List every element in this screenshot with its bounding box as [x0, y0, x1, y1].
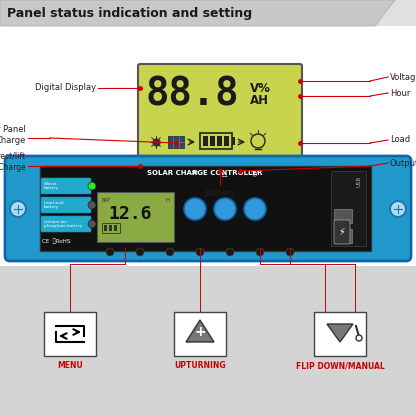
Circle shape — [88, 220, 96, 228]
Circle shape — [106, 248, 114, 256]
FancyBboxPatch shape — [232, 137, 235, 145]
FancyBboxPatch shape — [334, 209, 352, 223]
FancyBboxPatch shape — [174, 312, 226, 356]
Text: Silicon
battery: Silicon battery — [44, 182, 59, 190]
Text: △: △ — [222, 171, 228, 177]
FancyBboxPatch shape — [203, 136, 208, 146]
Text: Solar Panel
Charge: Solar Panel Charge — [0, 125, 26, 145]
Text: SOLAR CHARGE CONTROLLER: SOLAR CHARGE CONTROLLER — [147, 170, 263, 176]
Text: Panel status indication and setting: Panel status indication and setting — [7, 7, 252, 20]
Text: H: H — [165, 198, 169, 203]
Circle shape — [88, 182, 96, 190]
FancyBboxPatch shape — [334, 229, 352, 243]
Text: Voltage: Voltage — [390, 72, 416, 82]
Circle shape — [286, 248, 294, 256]
FancyBboxPatch shape — [224, 136, 229, 146]
FancyBboxPatch shape — [138, 64, 302, 173]
Circle shape — [136, 248, 144, 256]
Text: Digital Display: Digital Display — [35, 84, 96, 92]
FancyBboxPatch shape — [217, 136, 222, 146]
FancyBboxPatch shape — [41, 197, 91, 213]
Text: UPTURNING: UPTURNING — [174, 362, 226, 371]
Circle shape — [88, 201, 96, 209]
Text: ON:Direct/lift
Slow flash:floating Charge: ON:Direct/lift Slow flash:floating Charg… — [0, 152, 26, 172]
Bar — [0, 266, 416, 416]
Circle shape — [390, 201, 406, 217]
Circle shape — [256, 248, 264, 256]
FancyBboxPatch shape — [109, 225, 112, 231]
Circle shape — [184, 198, 206, 220]
Text: Output: Output — [390, 158, 416, 168]
Text: Load: Load — [390, 136, 410, 144]
FancyBboxPatch shape — [331, 171, 366, 246]
Circle shape — [166, 248, 174, 256]
Bar — [0, 26, 416, 268]
FancyBboxPatch shape — [41, 216, 91, 232]
Polygon shape — [327, 324, 353, 342]
Text: 12.6: 12.6 — [108, 205, 152, 223]
Text: ▽/: ▽/ — [251, 171, 259, 177]
FancyBboxPatch shape — [97, 192, 174, 242]
Polygon shape — [0, 0, 395, 26]
Text: ⇄: ⇄ — [192, 171, 198, 177]
Text: Battery: Battery — [204, 189, 235, 198]
Text: ⚡: ⚡ — [339, 227, 345, 237]
Text: Lead acid
battery: Lead acid battery — [44, 201, 64, 209]
Text: 88.8: 88.8 — [145, 75, 239, 113]
FancyBboxPatch shape — [5, 156, 411, 261]
Circle shape — [196, 248, 204, 256]
Text: V%: V% — [250, 82, 271, 94]
Circle shape — [10, 201, 26, 217]
FancyBboxPatch shape — [41, 178, 91, 194]
FancyBboxPatch shape — [168, 136, 184, 148]
Circle shape — [214, 198, 236, 220]
FancyBboxPatch shape — [314, 312, 366, 356]
Text: Lithium ion
phosphate battery: Lithium ion phosphate battery — [44, 220, 82, 228]
FancyBboxPatch shape — [40, 166, 371, 251]
FancyBboxPatch shape — [334, 220, 350, 244]
FancyBboxPatch shape — [44, 312, 96, 356]
FancyBboxPatch shape — [114, 225, 117, 231]
FancyBboxPatch shape — [104, 225, 107, 231]
Text: CE  ⓇRoHS: CE ⓇRoHS — [42, 238, 70, 244]
Text: +: + — [194, 325, 206, 339]
Circle shape — [244, 198, 266, 220]
Polygon shape — [186, 320, 214, 342]
Text: BAT: BAT — [102, 198, 111, 203]
Text: FLIP DOWN/MANUAL: FLIP DOWN/MANUAL — [296, 362, 384, 371]
Text: Hour: Hour — [390, 89, 410, 97]
Text: USB: USB — [357, 176, 362, 186]
Text: AH: AH — [250, 94, 269, 106]
Circle shape — [356, 335, 362, 341]
Circle shape — [226, 248, 234, 256]
Text: MENU: MENU — [57, 362, 83, 371]
FancyBboxPatch shape — [210, 136, 215, 146]
